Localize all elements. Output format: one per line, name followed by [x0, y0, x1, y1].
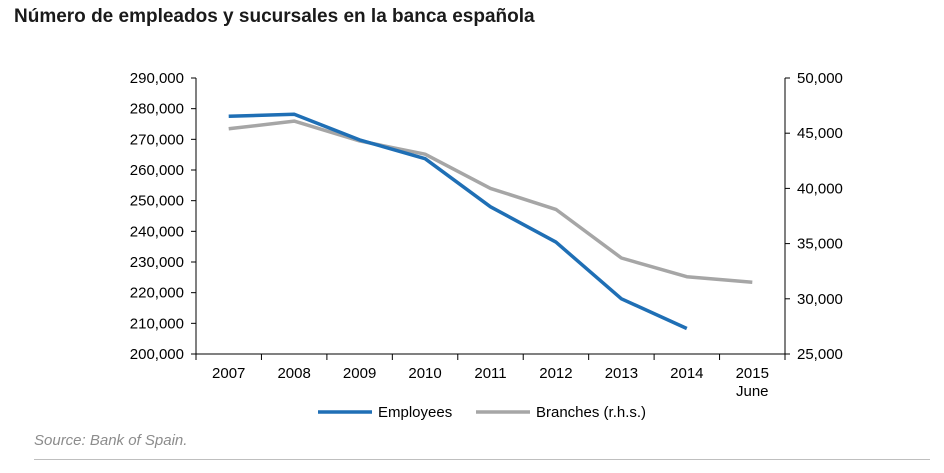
y-right-tick-label: 25,000 [797, 346, 843, 363]
x-tick-label: 2013 [605, 365, 638, 382]
y-left-tick-label: 200,000 [130, 346, 184, 363]
chart-title: Número de empleados y sucursales en la b… [14, 6, 535, 27]
y-right-tick-label: 45,000 [797, 125, 843, 142]
footer-divider [34, 459, 930, 460]
x-tick-label: 2011 [474, 365, 506, 382]
y-left-tick-label: 250,000 [130, 193, 184, 210]
y-left-tick-label: 220,000 [130, 285, 184, 302]
x-tick-label: 2014 [670, 365, 703, 382]
series-line-employees [228, 112, 688, 331]
y-right-tick-label: 30,000 [797, 291, 843, 308]
x-tick-label: 2007 [212, 365, 245, 382]
y-left-tick-label: 270,000 [130, 131, 184, 148]
y-left-tick-label: 230,000 [130, 254, 184, 271]
y-left-tick-label: 280,000 [130, 101, 184, 118]
y-left-tick-label: 260,000 [130, 162, 184, 179]
y-left-tick-label: 210,000 [130, 315, 184, 332]
x-tick-label: 2010 [408, 365, 441, 382]
x-tick-label: 2015 [736, 365, 769, 382]
series-line-branches [228, 119, 753, 284]
legend-label-employees: Employees [378, 404, 452, 421]
source-note: Source: Bank of Spain. [34, 432, 188, 449]
x-tick-label: 2012 [539, 365, 572, 382]
y-right-tick-label: 40,000 [797, 180, 843, 197]
line-chart: 200,000 210,000 220,000 230,000 240,000 250,0… [130, 70, 843, 421]
y-right-tick-label: 35,000 [797, 236, 843, 253]
y-left-tick-label: 290,000 [130, 70, 184, 87]
x-tick-sublabel: June [736, 383, 769, 400]
legend-label-branches: Branches (r.h.s.) [536, 404, 646, 421]
y-left-tick-label: 240,000 [130, 223, 184, 240]
y-right-tick-label: 50,000 [797, 70, 843, 87]
x-tick-label: 2008 [277, 365, 310, 382]
x-tick-label: 2009 [343, 365, 376, 382]
